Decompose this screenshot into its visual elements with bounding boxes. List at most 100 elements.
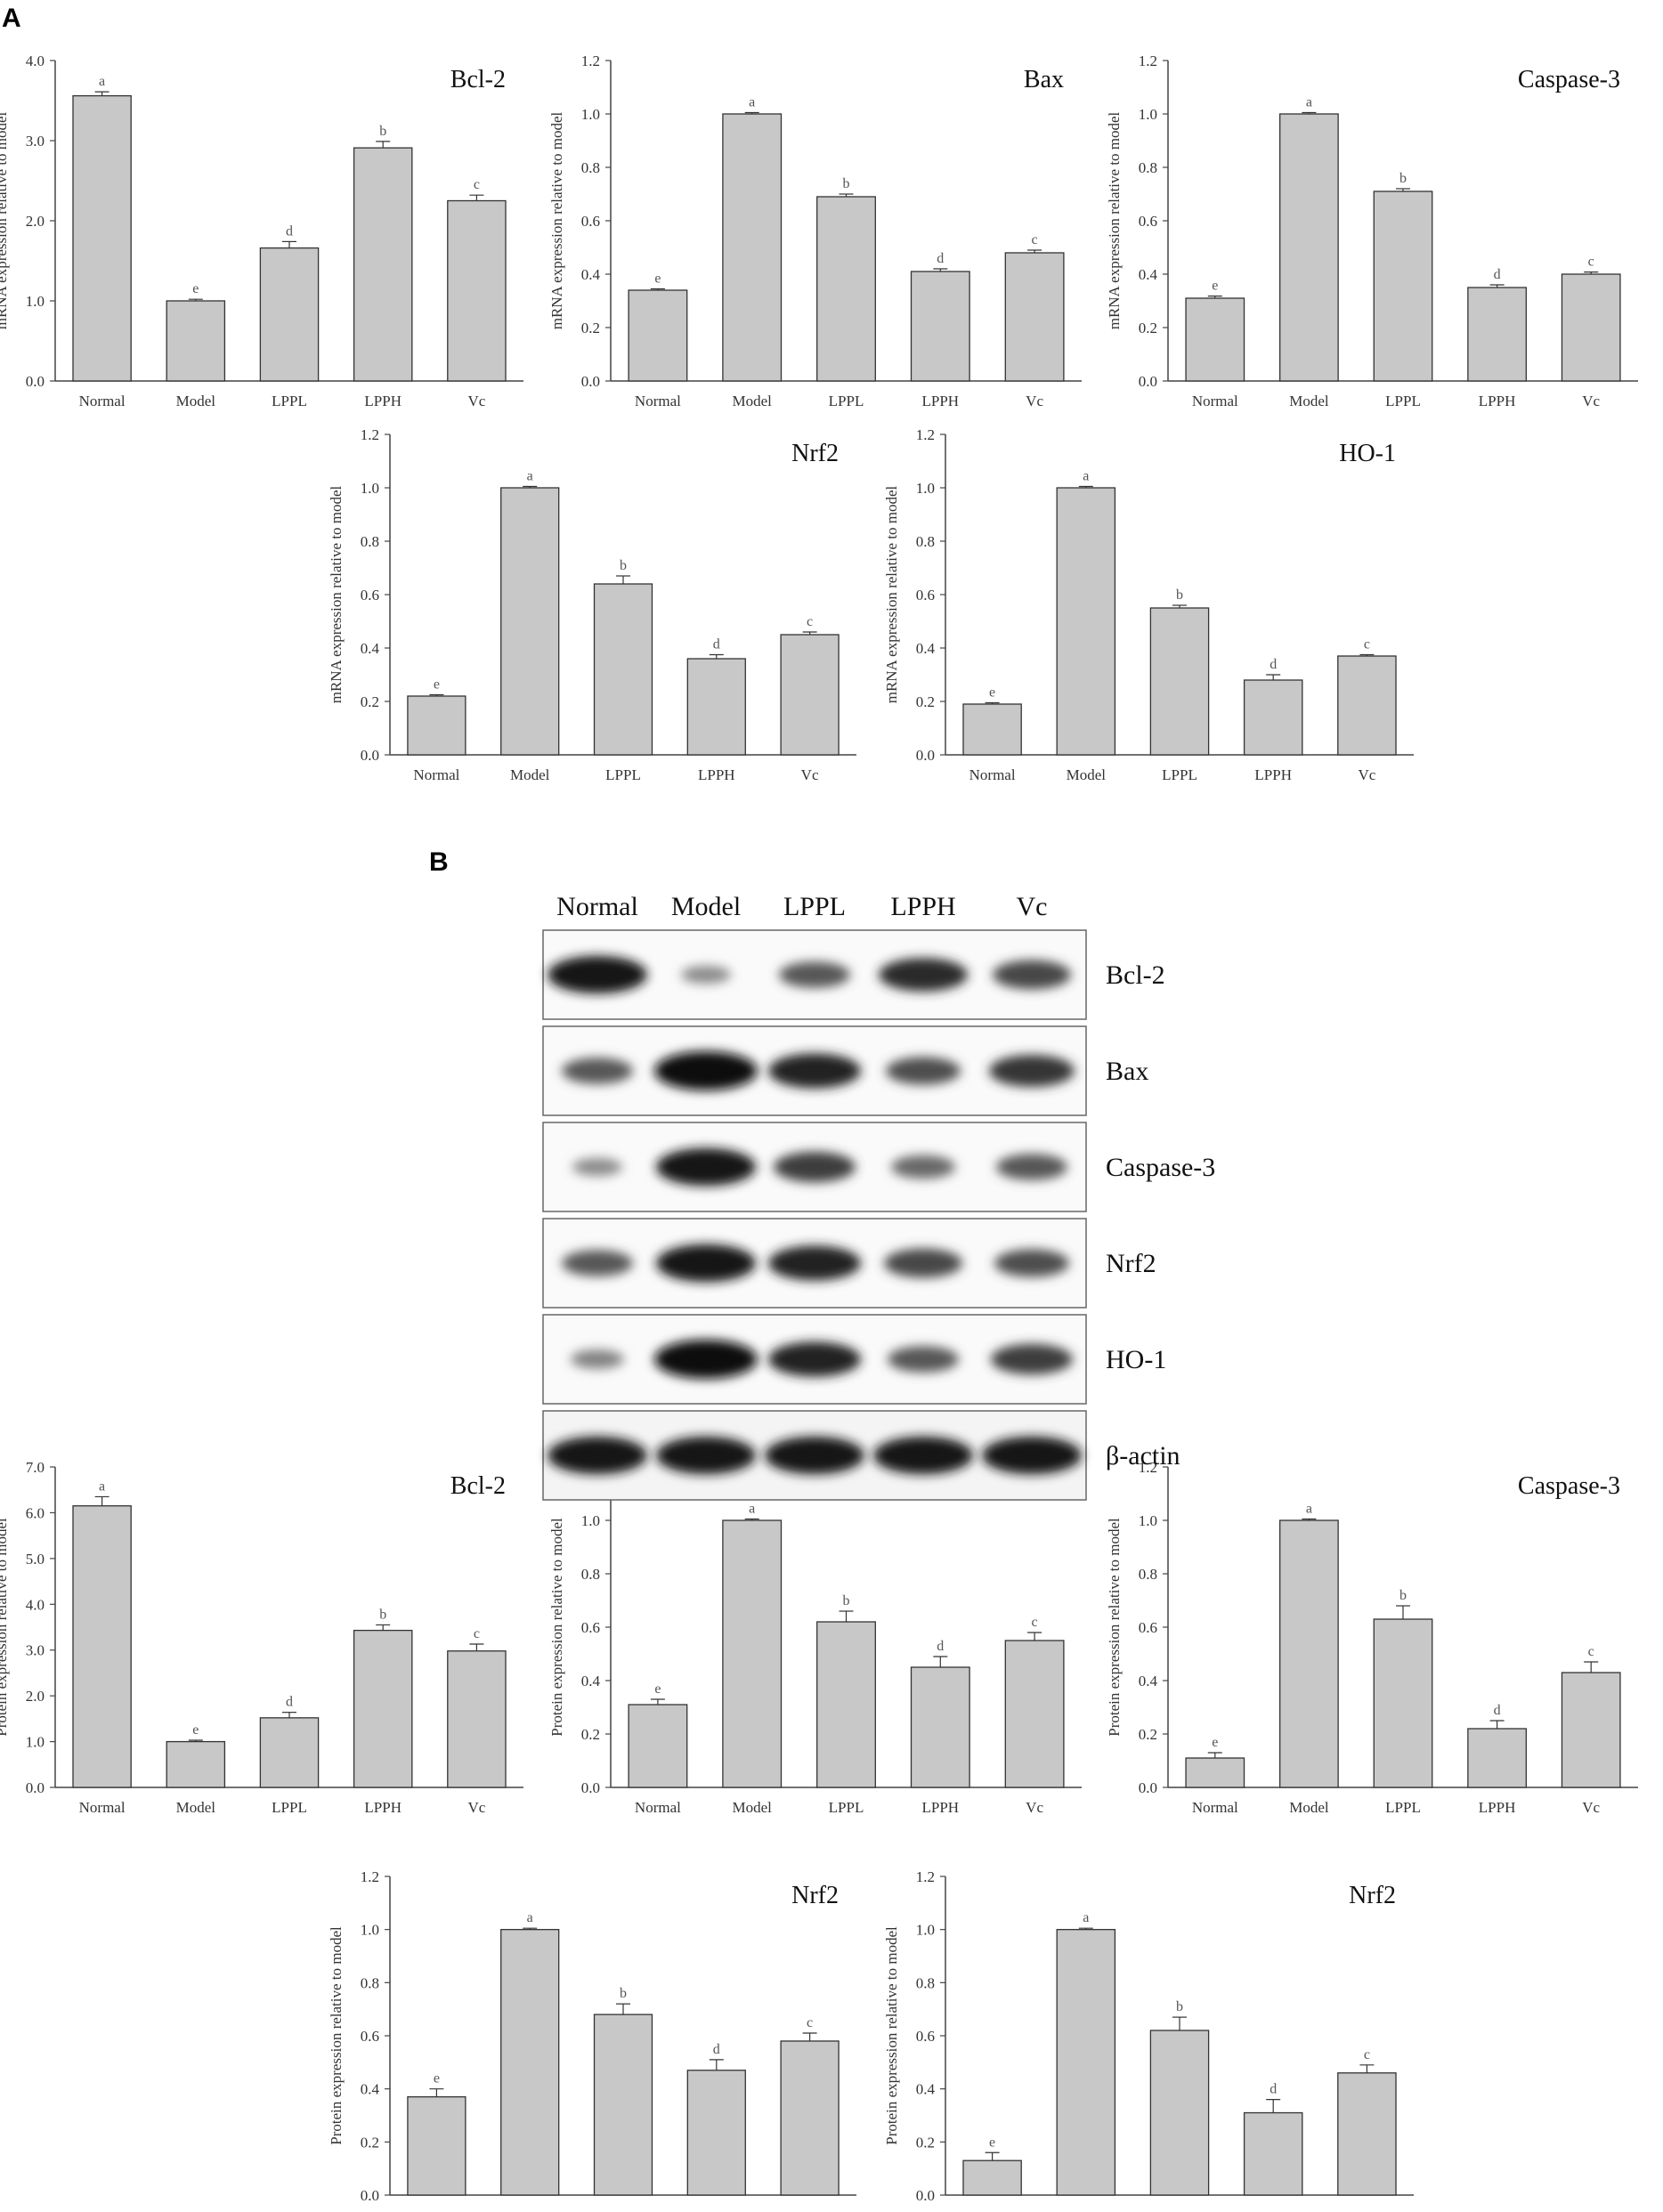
y-axis-label: Protein expression relative to model xyxy=(328,1926,345,2145)
y-tick-label: 2.0 xyxy=(26,1688,45,1705)
bar xyxy=(1279,113,1339,382)
y-tick-label: 0.6 xyxy=(361,587,379,604)
bar xyxy=(1004,1640,1065,1788)
x-tick-label: Model xyxy=(176,1799,216,1816)
y-tick-label: 1.0 xyxy=(26,293,45,310)
x-tick-label: Vc xyxy=(1026,1799,1043,1816)
y-tick-label: 0.4 xyxy=(361,2081,380,2098)
y-tick-label: 0.8 xyxy=(1139,159,1157,176)
y-tick-label: 0.0 xyxy=(1139,1779,1157,1796)
bar xyxy=(593,2013,653,2196)
significance-letter: d xyxy=(1494,267,1501,282)
significance-letter: b xyxy=(379,1607,386,1622)
y-tick-label: 0.4 xyxy=(1139,266,1158,283)
y-tick-label: 1.0 xyxy=(26,1734,45,1751)
y-tick-label: 0.0 xyxy=(26,373,45,390)
bar xyxy=(500,1929,560,2196)
chart-title: Bcl-2 xyxy=(450,66,506,93)
bar xyxy=(1056,1929,1116,2196)
y-tick-label: 1.0 xyxy=(1139,1512,1157,1529)
chart-6: 0.0 0.2 0.4 0.6 0.8 1.0 1.2 Protein expression … xyxy=(548,1459,1082,1816)
chart-title: Bax xyxy=(1024,66,1064,93)
x-tick-label: LPPH xyxy=(1479,393,1516,409)
bar xyxy=(1561,273,1621,382)
x-tick-label: Model xyxy=(1067,766,1107,783)
bar xyxy=(686,658,746,756)
significance-letter: c xyxy=(1588,1644,1594,1659)
y-tick-label: 0.2 xyxy=(1139,1726,1157,1743)
bar-charts: 0.0 1.0 2.0 3.0 4.0 mRNA expression relative … xyxy=(0,53,1638,2208)
y-tick-label: 0.2 xyxy=(581,320,600,336)
significance-letter: a xyxy=(527,1910,533,1925)
y-tick-label: 4.0 xyxy=(26,53,45,69)
y-tick-label: 1.0 xyxy=(916,1922,935,1939)
y-tick-label: 0.2 xyxy=(581,1726,600,1743)
y-tick-label: 1.2 xyxy=(1139,53,1157,69)
significance-letter: c xyxy=(1588,255,1594,270)
y-axis-label: mRNA expression relative to model xyxy=(0,111,10,329)
x-tick-label: Model xyxy=(733,1799,773,1816)
significance-letter: e xyxy=(1212,279,1218,294)
significance-letter: a xyxy=(527,469,533,484)
bar xyxy=(816,196,876,382)
bar xyxy=(1337,655,1397,756)
bar xyxy=(1149,607,1210,756)
bar xyxy=(1279,1519,1339,1788)
significance-letter: c xyxy=(807,2015,813,2030)
y-axis-label: Protein expression relative to model xyxy=(883,1926,900,2145)
chart-title: Bcl-2 xyxy=(450,1472,506,1500)
x-tick-label: Normal xyxy=(635,393,681,409)
significance-letter: e xyxy=(654,271,661,287)
x-tick-label: Normal xyxy=(79,1799,126,1816)
significance-letter: e xyxy=(989,685,995,701)
y-tick-label: 0.2 xyxy=(361,2134,379,2151)
bar xyxy=(1373,190,1433,382)
chart-title: Caspase-3 xyxy=(1518,66,1620,93)
x-tick-label: Vc xyxy=(1582,1799,1600,1816)
x-tick-label: Model xyxy=(1289,393,1329,409)
bar xyxy=(500,487,560,756)
bar xyxy=(1243,2111,1303,2196)
bar xyxy=(1467,287,1527,382)
bar xyxy=(722,113,783,382)
significance-letter: b xyxy=(1176,1999,1183,2014)
significance-letter: d xyxy=(286,1695,293,1710)
y-tick-label: 0.4 xyxy=(581,1673,601,1689)
significance-letter: e xyxy=(1212,1735,1218,1750)
y-tick-label: 1.2 xyxy=(916,426,935,443)
y-tick-label: 0.0 xyxy=(361,2187,379,2204)
significance-letter: c xyxy=(807,614,813,629)
chart-title: Caspase-3 xyxy=(1518,1472,1620,1500)
significance-letter: c xyxy=(1032,1615,1038,1630)
significance-letter: d xyxy=(937,1639,944,1654)
significance-letter: e xyxy=(434,2071,440,2086)
x-tick-label: Model xyxy=(510,766,550,783)
bar xyxy=(780,634,840,756)
significance-letter: b xyxy=(843,1593,850,1608)
x-tick-label: Normal xyxy=(413,766,459,783)
y-tick-label: 1.2 xyxy=(581,53,600,69)
x-tick-label: LPPL xyxy=(829,1799,864,1816)
y-tick-label: 0.0 xyxy=(1139,373,1157,390)
y-tick-label: 0.8 xyxy=(361,1974,379,1991)
x-tick-label: Normal xyxy=(635,1799,681,1816)
bar xyxy=(1243,679,1303,756)
bar xyxy=(722,1519,783,1788)
x-tick-label: Vc xyxy=(1026,393,1043,409)
bar xyxy=(1467,1728,1527,1788)
significance-letter: d xyxy=(1270,2082,1277,2097)
y-tick-label: 0.8 xyxy=(361,533,379,550)
x-tick-label: LPPH xyxy=(1479,1799,1516,1816)
chart-title: Nrf2 xyxy=(791,440,839,467)
bar xyxy=(628,1704,688,1788)
chart-title: Bax xyxy=(1024,1472,1064,1500)
bar xyxy=(628,289,688,382)
significance-letter: b xyxy=(620,558,627,573)
significance-letter: e xyxy=(192,281,199,296)
y-tick-label: 0.8 xyxy=(1139,1566,1157,1583)
bar xyxy=(962,703,1022,756)
significance-letter: a xyxy=(99,1479,105,1494)
x-tick-label: Vc xyxy=(467,1799,485,1816)
y-tick-label: 0.0 xyxy=(916,2187,935,2204)
y-tick-label: 0.8 xyxy=(916,533,935,550)
